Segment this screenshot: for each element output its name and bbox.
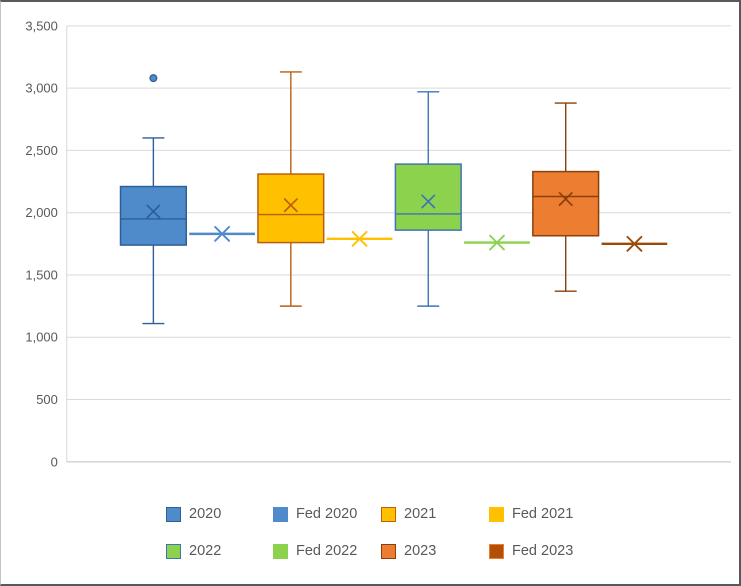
legend-item-2023: 2023 bbox=[381, 543, 489, 559]
legend-label-2020: 2020 bbox=[189, 506, 222, 522]
y-axis-tick-label: 500 bbox=[36, 392, 58, 407]
legend-label-fed-2023: Fed 2023 bbox=[512, 543, 574, 559]
legend-swatch-fed-2020 bbox=[273, 506, 288, 522]
box-series-2021 bbox=[257, 71, 325, 307]
mean-x-marker bbox=[283, 198, 298, 213]
mean-x-marker bbox=[351, 230, 368, 247]
legend-swatch-fed-2021 bbox=[489, 506, 504, 522]
flat-line-series-fed-2020 bbox=[189, 225, 255, 242]
mean-x-marker bbox=[626, 235, 643, 252]
iqr-box bbox=[394, 163, 462, 231]
legend-item-2021: 2021 bbox=[381, 506, 489, 522]
mean-x-marker bbox=[214, 225, 231, 242]
legend-label-fed-2022: Fed 2022 bbox=[296, 543, 358, 559]
y-axis-tick-label: 1,500 bbox=[25, 267, 57, 282]
legend-label-2022: 2022 bbox=[189, 543, 222, 559]
flat-line-series-fed-2023 bbox=[601, 235, 668, 252]
mean-x-marker bbox=[558, 191, 573, 206]
mean-x-marker bbox=[421, 194, 436, 209]
legend-swatch-2022 bbox=[166, 543, 181, 559]
legend-swatch-fed-2022 bbox=[273, 543, 288, 559]
flat-line-series-fed-2021 bbox=[326, 230, 393, 247]
mean-x-marker bbox=[489, 234, 505, 251]
iqr-box bbox=[532, 170, 600, 237]
legend-label-2021: 2021 bbox=[404, 506, 437, 522]
box-series-2023 bbox=[532, 102, 600, 292]
iqr-box bbox=[257, 173, 325, 244]
legend-item-2022: 2022 bbox=[166, 543, 273, 559]
y-axis-tick-label: 1,000 bbox=[25, 330, 57, 345]
legend-swatch-2021 bbox=[381, 506, 396, 522]
iqr-box bbox=[119, 185, 187, 246]
y-axis-tick-label: 2,500 bbox=[25, 143, 57, 158]
legend-item-fed-2022: Fed 2022 bbox=[273, 543, 381, 559]
legend-label-fed-2021: Fed 2021 bbox=[512, 506, 574, 522]
flat-line-series-fed-2022 bbox=[464, 234, 530, 251]
mean-x-marker bbox=[146, 204, 161, 219]
chart-legend: 2020 Fed 2020 2021 Fed 2021 2022 Fed 2022 2023… bbox=[166, 506, 599, 559]
legend-swatch-2020 bbox=[166, 506, 181, 522]
y-axis-tick-label: 2,000 bbox=[25, 205, 57, 220]
legend-item-fed-2021: Fed 2021 bbox=[489, 506, 599, 522]
y-axis-tick-label: 0 bbox=[51, 454, 58, 469]
box-series-2020 bbox=[119, 74, 187, 325]
legend-item-2020: 2020 bbox=[166, 506, 273, 522]
legend-item-fed-2020: Fed 2020 bbox=[273, 506, 381, 522]
outlier-point bbox=[149, 74, 158, 83]
y-axis-tick-label: 3,000 bbox=[25, 81, 57, 96]
y-axis-tick-label: 3,500 bbox=[25, 18, 57, 33]
legend-label-2023: 2023 bbox=[404, 543, 437, 559]
legend-item-fed-2023: Fed 2023 bbox=[489, 543, 599, 559]
legend-label-fed-2020: Fed 2020 bbox=[296, 506, 358, 522]
box-series-2022 bbox=[394, 91, 462, 307]
legend-swatch-fed-2023 bbox=[489, 543, 504, 559]
legend-swatch-2023 bbox=[381, 543, 396, 559]
